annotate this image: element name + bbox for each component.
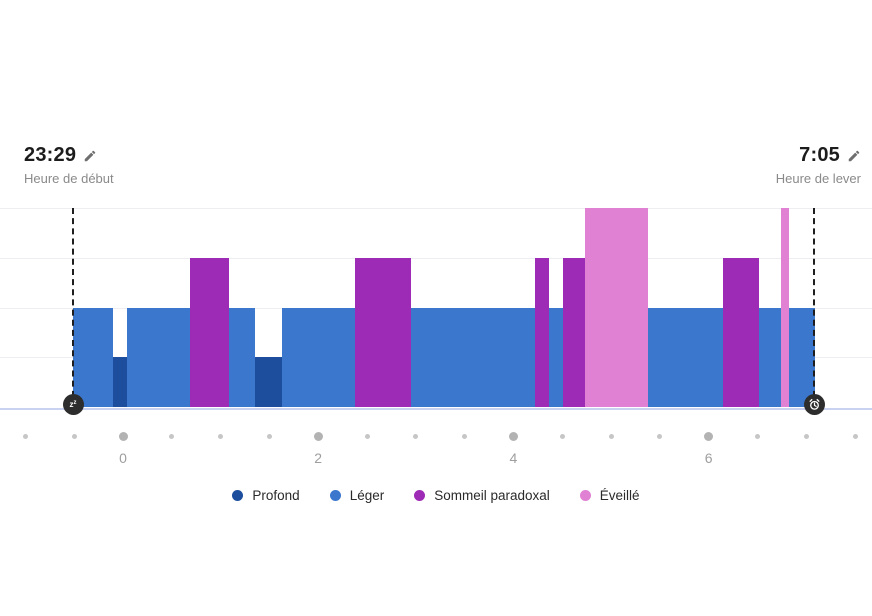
sleep-start-time: 23:29 — [24, 144, 77, 166]
sleep-segment-leger[interactable] — [549, 308, 563, 407]
x-axis-label: 2 — [314, 450, 323, 466]
sleep-segment-paradoxal[interactable] — [189, 258, 230, 407]
legend-label: Éveillé — [599, 487, 640, 503]
x-axis-dot — [559, 433, 565, 439]
x-axis-dot — [754, 433, 760, 439]
sleep-start-edit[interactable]: 23:29 — [24, 144, 114, 167]
sleep-segment-profond[interactable] — [254, 357, 282, 407]
legend-item-leger: Léger — [329, 487, 385, 503]
sleep-segment-leger[interactable] — [127, 308, 190, 407]
edit-pencil-icon[interactable] — [83, 149, 97, 163]
sleep-end-edit[interactable]: 7:05 — [776, 144, 861, 167]
legend-dot-paradoxal — [414, 489, 426, 501]
legend-dot-profond — [232, 489, 244, 501]
gridline — [0, 258, 872, 259]
x-axis-dot — [462, 433, 468, 439]
sleep-segment-leger[interactable] — [789, 308, 815, 407]
gridline — [0, 208, 872, 209]
sleep-segment-eveille[interactable] — [781, 208, 790, 407]
zzz-glyph: zz — [69, 400, 77, 409]
x-axis-dot — [169, 433, 175, 439]
sleep-segment-leger[interactable] — [73, 308, 114, 407]
x-axis-dot — [313, 431, 323, 441]
sleep-segment-paradoxal[interactable] — [722, 258, 759, 407]
sleep-segment-profond[interactable] — [113, 357, 128, 407]
chart-legend: Profond Léger Sommeil paradoxal Éveillé — [0, 484, 872, 506]
x-axis-label: 6 — [704, 450, 713, 466]
sleep-end-label: Heure de lever — [775, 171, 861, 186]
alarm-glyph — [809, 398, 820, 410]
alarm-clock-icon[interactable] — [803, 394, 825, 415]
legend-label: Profond — [252, 487, 300, 503]
x-axis-dot — [266, 433, 272, 439]
legend-item-profond: Profond — [232, 487, 300, 503]
sleep-segment-paradoxal[interactable] — [534, 258, 550, 407]
legend-item-paradoxal: Sommeil paradoxal — [414, 488, 550, 503]
sleep-start-block: 23:29 Heure de début — [24, 144, 114, 186]
x-axis-dot — [22, 433, 28, 439]
x-axis-label: 4 — [509, 450, 518, 466]
edit-pencil-icon[interactable] — [847, 149, 861, 163]
x-axis-dot — [852, 433, 858, 439]
x-axis-dot — [218, 433, 224, 439]
sleep-segment-leger[interactable] — [229, 308, 255, 407]
sleep-segment-eveille[interactable] — [585, 208, 648, 407]
x-axis-dot — [608, 433, 614, 439]
sleep-segment-leger[interactable] — [411, 308, 535, 407]
sleep-end-marker-line — [813, 208, 816, 407]
sleep-end-block: 7:05 Heure de lever — [776, 144, 861, 186]
sleep-start-marker-line — [72, 208, 75, 407]
sleep-start-label: Heure de début — [24, 171, 114, 186]
legend-item-eveille: Éveillé — [579, 487, 640, 503]
legend-dot-leger — [329, 489, 341, 501]
x-axis-dot — [71, 433, 77, 439]
sleep-segment-leger[interactable] — [758, 308, 781, 407]
x-axis-dot — [413, 433, 419, 439]
sleep-segment-paradoxal[interactable] — [354, 258, 411, 407]
x-axis-dot — [364, 433, 370, 439]
x-axis-dot — [508, 431, 518, 441]
legend-label: Sommeil paradoxal — [434, 487, 550, 503]
sleep-segment-paradoxal[interactable] — [562, 258, 586, 407]
x-axis-line — [0, 408, 872, 410]
legend-dot-eveille — [579, 489, 591, 501]
sleep-zzz-icon[interactable]: zz — [62, 394, 84, 415]
sleep-end-time: 7:05 — [799, 144, 840, 166]
x-axis-label: 0 — [119, 450, 127, 466]
x-axis-dot — [704, 431, 714, 441]
sleep-segment-leger[interactable] — [281, 308, 355, 407]
x-axis-dot — [657, 433, 663, 439]
x-axis-dot — [118, 431, 128, 441]
legend-label: Léger — [349, 487, 385, 503]
x-axis-dot — [803, 433, 809, 439]
sleep-segment-leger[interactable] — [647, 308, 723, 407]
